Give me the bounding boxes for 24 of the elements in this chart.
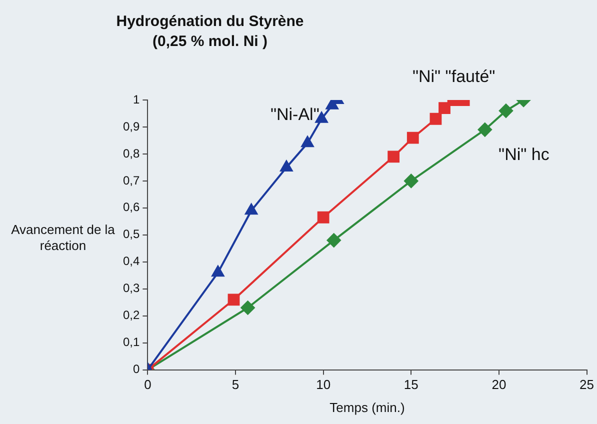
x-tick-label: 15 (404, 377, 418, 392)
chart-title: Hydrogénation du Styrène (116, 13, 304, 30)
y-tick-label: 0,7 (122, 173, 140, 188)
y-tick-label: 0,2 (122, 308, 140, 322)
x-tick-label: 10 (316, 377, 331, 392)
y-tick-label: 0,3 (122, 281, 140, 296)
y-axis-title: Avancement de la réaction (10, 222, 116, 254)
y-tick-label: 1 (132, 92, 140, 106)
y-tick-label: 0,6 (122, 200, 140, 214)
series-label: "Ni" "fauté" (412, 67, 496, 86)
series-label: "Ni" hc (498, 145, 550, 164)
y-tick-label: 0,1 (122, 335, 140, 350)
chart-subtitle: (0,25 % mol. Ni ) (152, 33, 268, 50)
series-label: "Ni-Al" (270, 105, 320, 124)
x-tick-label: 20 (492, 377, 506, 392)
x-tick-label: 5 (232, 377, 240, 392)
x-axis-title: Temps (min.) (330, 400, 405, 415)
y-tick-label: 0 (132, 362, 140, 376)
y-tick-label: 0,8 (122, 146, 140, 160)
y-tick-label: 0,5 (122, 227, 140, 242)
x-tick-label: 25 (580, 377, 594, 392)
y-tick-label: 0,4 (122, 254, 140, 268)
x-tick-label: 0 (144, 377, 152, 392)
y-tick-label: 0,9 (122, 119, 140, 134)
